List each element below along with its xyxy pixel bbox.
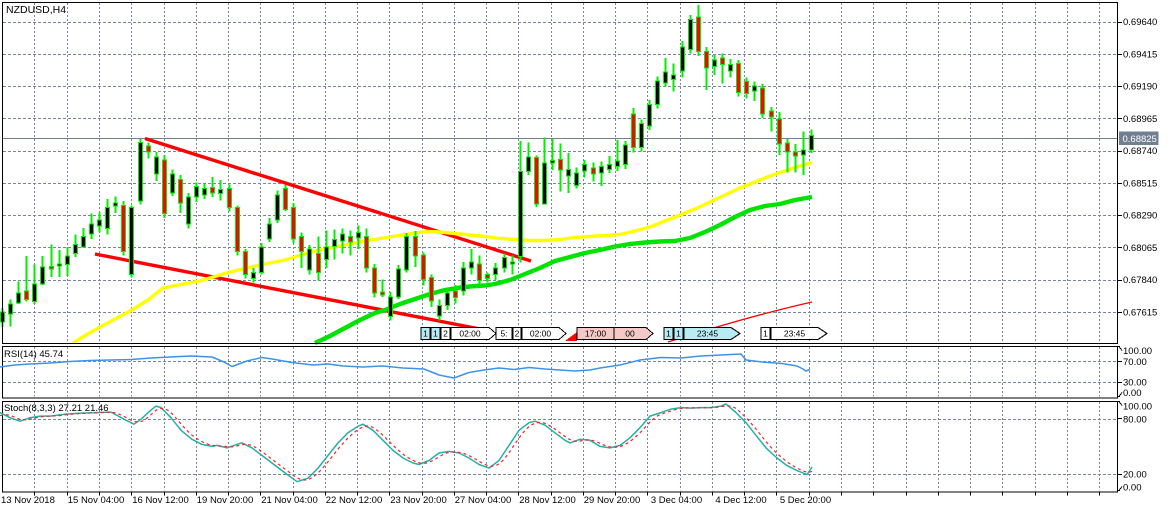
- svg-text:0.69415: 0.69415: [1123, 49, 1157, 60]
- svg-text:0.69190: 0.69190: [1123, 82, 1157, 93]
- svg-text:1: 1: [433, 329, 438, 339]
- svg-text:0.68965: 0.68965: [1123, 114, 1157, 125]
- svg-text:0.67615: 0.67615: [1123, 307, 1157, 318]
- svg-text:23 Nov 20:00: 23 Nov 20:00: [390, 495, 447, 506]
- svg-text:0.00: 0.00: [1123, 482, 1142, 493]
- svg-text:2: 2: [443, 329, 448, 339]
- svg-text:0.68515: 0.68515: [1123, 178, 1157, 189]
- svg-text:19 Nov 20:00: 19 Nov 20:00: [197, 495, 254, 506]
- svg-text:02:00: 02:00: [530, 329, 552, 339]
- svg-text:0.69640: 0.69640: [1123, 17, 1157, 28]
- svg-text:27 Nov 04:00: 27 Nov 04:00: [455, 495, 512, 506]
- svg-text:80.00: 80.00: [1123, 414, 1147, 425]
- svg-text:0.68065: 0.68065: [1123, 243, 1157, 254]
- svg-text:RSI(14) 45.74: RSI(14) 45.74: [4, 349, 63, 360]
- svg-text:30.00: 30.00: [1123, 378, 1147, 389]
- svg-text:2: 2: [515, 329, 520, 339]
- svg-text:Stoch(8,3,3) 27.21 21.46: Stoch(8,3,3) 27.21 21.46: [4, 403, 109, 414]
- svg-text:16 Nov 12:00: 16 Nov 12:00: [132, 495, 189, 506]
- svg-text:5 Dec 20:00: 5 Dec 20:00: [780, 495, 831, 506]
- svg-text:1: 1: [676, 329, 681, 339]
- svg-text:NZDUSD,H4: NZDUSD,H4: [6, 4, 66, 16]
- svg-text:23:45: 23:45: [697, 329, 719, 339]
- svg-text:0.00: 0.00: [1123, 388, 1142, 399]
- svg-text:70.00: 70.00: [1123, 357, 1147, 368]
- svg-text:100.00: 100.00: [1123, 346, 1152, 357]
- svg-text:28 Nov 12:00: 28 Nov 12:00: [519, 495, 576, 506]
- svg-text:20.00: 20.00: [1123, 470, 1147, 481]
- svg-text:15 Nov 04:00: 15 Nov 04:00: [68, 495, 125, 506]
- svg-text:22 Nov 12:00: 22 Nov 12:00: [326, 495, 383, 506]
- svg-text:13 Nov 2018: 13 Nov 2018: [1, 495, 55, 506]
- svg-text:23:45: 23:45: [784, 329, 806, 339]
- svg-text:1: 1: [423, 329, 428, 339]
- svg-text:0.68740: 0.68740: [1123, 146, 1157, 157]
- svg-text:02:00: 02:00: [459, 329, 481, 339]
- svg-text:1: 1: [666, 329, 671, 339]
- svg-text:0.68825: 0.68825: [1123, 134, 1157, 145]
- svg-text:100.00: 100.00: [1123, 401, 1152, 412]
- svg-text:17:00: 17:00: [585, 329, 607, 339]
- svg-text:1: 1: [763, 329, 768, 339]
- svg-text:29 Nov 20:00: 29 Nov 20:00: [584, 495, 641, 506]
- svg-text:21 Nov 04:00: 21 Nov 04:00: [261, 495, 318, 506]
- svg-text:00: 00: [625, 329, 635, 339]
- svg-text:4 Dec 12:00: 4 Dec 12:00: [715, 495, 766, 506]
- svg-text:0.68290: 0.68290: [1123, 211, 1157, 222]
- svg-text:0.67840: 0.67840: [1123, 275, 1157, 286]
- svg-text:5:: 5:: [500, 329, 507, 339]
- svg-text:3 Dec 04:00: 3 Dec 04:00: [651, 495, 702, 506]
